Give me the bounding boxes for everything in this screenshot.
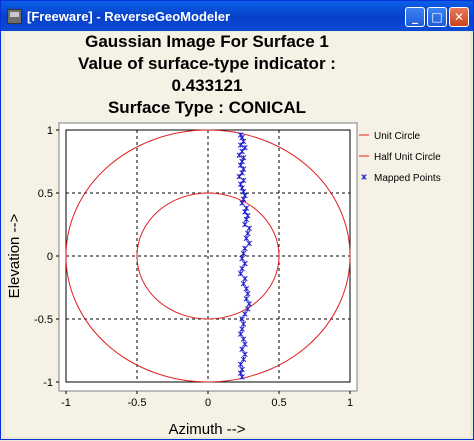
- y-tick-label: 0: [47, 251, 53, 263]
- x-tick-label: 0.5: [271, 397, 286, 409]
- mapped-point: [240, 250, 247, 257]
- maximize-button[interactable]: □: [427, 7, 447, 27]
- mapped-point: [239, 170, 245, 176]
- mapped-point: [239, 200, 245, 206]
- mapped-point: [245, 306, 251, 312]
- circle-curves: [65, 129, 351, 383]
- mapped-points: [236, 132, 252, 380]
- mapped-point: [236, 173, 242, 180]
- title-bar[interactable]: [Freeware] - ReverseGeoModeler _ □ ✕: [1, 1, 473, 31]
- axis-ticks: -1 -0.5 0 0.5 1 1 0.5 0 -0.5 -1: [34, 125, 353, 409]
- x-tick-label: 0: [205, 397, 211, 409]
- mapped-point: [239, 255, 245, 262]
- mapped-point: [246, 240, 252, 247]
- y-tick-label: 0.5: [38, 188, 53, 200]
- mapped-point: [243, 216, 250, 223]
- mapped-point: [242, 311, 248, 317]
- mapped-point: [242, 221, 248, 228]
- legend-label: Mapped Points: [374, 173, 441, 184]
- mapped-point: [245, 230, 251, 237]
- mapped-point: [236, 152, 242, 158]
- chart-title-line-4: Surface Type : CONICAL: [108, 98, 306, 117]
- mapped-point: [239, 265, 245, 272]
- mapped-point: [239, 148, 245, 155]
- window-title: [Freeware] - ReverseGeoModeler: [27, 9, 231, 24]
- mapped-point: [242, 144, 248, 151]
- app-icon: [7, 9, 22, 24]
- mapped-point: [243, 286, 250, 292]
- y-tick-label: 1: [47, 125, 53, 137]
- y-axis-label: Elevation -->: [6, 213, 23, 298]
- mapped-point: [243, 296, 250, 302]
- mapped-point: [237, 142, 244, 148]
- x-axis-label: Azimuth -->: [168, 421, 245, 438]
- chart-title-line-2: Value of surface-type indicator :: [78, 54, 336, 73]
- mapped-point: [242, 245, 248, 252]
- mapped-point: [246, 301, 252, 307]
- chart-title-line-3: 0.433121: [172, 76, 243, 95]
- close-button[interactable]: ✕: [449, 7, 469, 27]
- half-unit-circle: [136, 192, 280, 320]
- mapped-point: [239, 326, 245, 332]
- y-tick-label: -1: [43, 377, 53, 389]
- mapped-point: [240, 356, 247, 363]
- legend-label: Half Unit Circle: [374, 152, 441, 163]
- mapped-point: [242, 260, 248, 267]
- x-tick-label: -0.5: [128, 397, 147, 409]
- mapped-point: [239, 316, 245, 322]
- minimize-button[interactable]: _: [405, 7, 425, 27]
- legend-label: Unit Circle: [374, 131, 421, 142]
- mapped-point: [245, 291, 251, 297]
- mapped-point: [240, 280, 247, 287]
- mapped-point: [237, 162, 244, 169]
- mapped-point: [237, 270, 244, 277]
- mapped-point: [240, 321, 247, 327]
- legend: Unit Circle Half Unit Circle Mapped Points: [359, 131, 441, 184]
- mapped-point: [237, 331, 244, 337]
- mapped-point: [243, 235, 250, 242]
- mapped-point: [242, 209, 248, 215]
- y-tick-label: -0.5: [34, 314, 53, 326]
- x-tick-label: 1: [347, 397, 353, 409]
- unit-circle: [65, 129, 351, 383]
- mapped-point: [239, 346, 245, 352]
- mapped-point: [242, 341, 248, 347]
- mapped-point: [239, 374, 245, 380]
- mapped-point: [240, 177, 247, 184]
- mapped-point: [240, 336, 247, 342]
- legend-swatch: [361, 174, 367, 180]
- mapped-point: [246, 225, 252, 232]
- mapped-point: [237, 361, 244, 368]
- mapped-point: [242, 351, 248, 358]
- mapped-point: [242, 275, 248, 282]
- chart-title-line-1: Gaussian Image For Surface 1: [85, 32, 329, 51]
- mapped-point: [240, 138, 247, 145]
- x-tick-label: -1: [61, 397, 71, 409]
